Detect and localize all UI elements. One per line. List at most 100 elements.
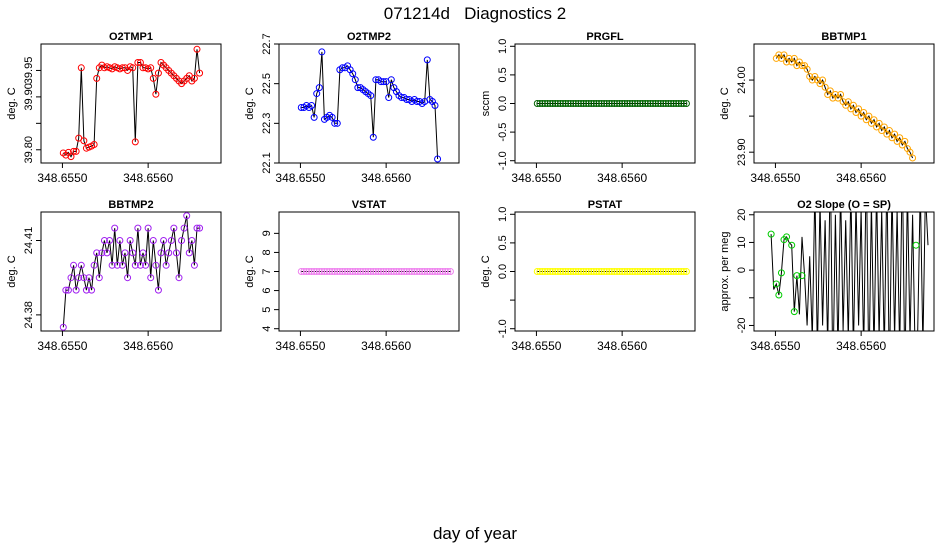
y-tick-label: 8 (261, 249, 273, 255)
data-point (909, 154, 917, 162)
data-point (652, 268, 660, 275)
data-point (634, 268, 642, 275)
data-point (767, 230, 775, 238)
data-point (413, 268, 421, 275)
y-tick-label: 24.41 (23, 227, 35, 255)
data-point (323, 268, 331, 275)
x-tick-label: 348.6550 (37, 171, 87, 185)
data-point (554, 100, 562, 107)
x-tick-label: 348.6550 (750, 171, 800, 185)
series-line (301, 51, 439, 160)
data-point (577, 268, 585, 275)
y-tick-label: 6 (261, 288, 273, 294)
data-point (300, 268, 308, 275)
data-point (657, 268, 665, 275)
data-point (351, 76, 359, 84)
data-point (72, 147, 80, 155)
data-point (308, 101, 316, 109)
data-point (144, 224, 152, 232)
panel-title: VSTAT (352, 199, 387, 211)
data-point (621, 268, 629, 275)
data-point (798, 272, 806, 280)
panel-prgfl: PRGFL 348.6550 348.6560 -1.0 -0.5 0.0 0.5 1.0 sc… (480, 31, 696, 185)
data-point (675, 268, 683, 275)
data-point (380, 78, 388, 86)
y-tick-label: 0.0 (497, 264, 509, 279)
data-point (131, 261, 139, 269)
panel-bbtmp1: BBTMP1 348.6550 348.6560 23.90 24.00 deg. C (719, 31, 935, 185)
data-point (59, 323, 67, 331)
data-point (783, 233, 791, 241)
y-tick-label: 10 (736, 236, 748, 248)
data-point (387, 76, 395, 84)
data-point (556, 268, 564, 275)
data-point (390, 268, 398, 275)
data-point (136, 261, 144, 269)
x-tick-label: 348.6560 (836, 339, 886, 353)
panel-o2tmp2: O2TMP2 348.6550 348.6560 22.1 22.3 22.5 22.7 de… (244, 31, 460, 185)
data-point (541, 268, 549, 275)
data-point (682, 268, 690, 275)
data-point (603, 268, 611, 275)
data-point (680, 100, 688, 107)
data-point (106, 237, 114, 245)
data-point (574, 100, 582, 107)
data-point (870, 116, 878, 124)
y-tick-label: -0.5 (497, 123, 509, 142)
data-point (70, 147, 78, 155)
y-tick-label: 22.1 (261, 152, 273, 173)
data-point (90, 140, 98, 148)
data-point (172, 249, 180, 257)
y-tick-label: 4 (261, 326, 273, 332)
data-point (667, 268, 675, 275)
x-tick-label: 348.6560 (361, 171, 411, 185)
data-point (546, 268, 554, 275)
data-point (113, 261, 121, 269)
data-point (544, 100, 552, 107)
data-point (64, 286, 72, 294)
data-point (590, 268, 598, 275)
data-point (636, 100, 644, 107)
data-point (672, 268, 680, 275)
data-point (341, 268, 349, 275)
data-point (538, 100, 546, 107)
data-point (308, 268, 316, 275)
data-point (623, 100, 631, 107)
data-point (860, 109, 868, 117)
data-point (780, 51, 788, 59)
y-axis-label: deg. C (480, 255, 492, 287)
data-point (318, 48, 326, 56)
data-point (131, 138, 139, 146)
data-point (426, 268, 434, 275)
data-point (610, 268, 618, 275)
data-point (600, 100, 608, 107)
data-point (564, 268, 572, 275)
panel-title: O2 Slope (O = SP) (797, 199, 891, 211)
data-point (318, 268, 326, 275)
data-point (77, 64, 85, 72)
data-point (162, 261, 170, 269)
y-tick-label: 23.90 (736, 138, 748, 166)
data-point (103, 249, 111, 257)
y-tick-label: 24.38 (23, 301, 35, 329)
data-point (533, 100, 541, 107)
data-point (374, 268, 382, 275)
data-point (320, 268, 328, 275)
x-tick-label: 348.6550 (750, 339, 800, 353)
data-point (580, 268, 588, 275)
data-point (569, 100, 577, 107)
data-point (70, 261, 78, 269)
data-point (441, 268, 449, 275)
data-point (646, 100, 654, 107)
data-point (349, 70, 357, 78)
data-point (826, 87, 834, 95)
data-point (439, 268, 447, 275)
data-point (369, 268, 377, 275)
data-point (359, 268, 367, 275)
data-point (556, 100, 564, 107)
data-point (849, 101, 857, 109)
data-point (616, 100, 624, 107)
data-point (75, 274, 83, 282)
data-point (315, 268, 323, 275)
data-point (349, 268, 357, 275)
